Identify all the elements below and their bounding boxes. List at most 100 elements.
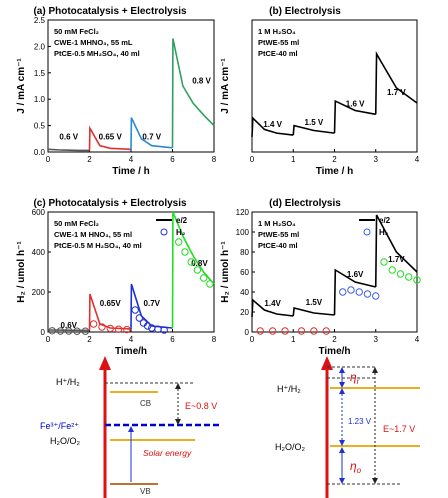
- series-line: [171, 38, 215, 148]
- y-tick-label: 0.0: [34, 148, 46, 157]
- condition-text: PtCE-0.5 M H₂SO₄, 40 ml: [54, 241, 142, 250]
- x-tick-label: 4: [129, 155, 134, 164]
- h2-point: [73, 327, 81, 335]
- condition-text: 50 mM FeCl₂: [54, 27, 99, 36]
- h2-point: [405, 273, 413, 281]
- series-line: [292, 124, 335, 136]
- h2-point: [193, 266, 202, 274]
- o-level-label-right: H₂O/O₂: [275, 442, 305, 452]
- h2-point: [388, 266, 396, 274]
- fe-level-label: Fe³⁺/Fe²⁺: [40, 421, 79, 431]
- h2-point: [363, 290, 372, 298]
- x-tick-label: 0: [46, 335, 51, 344]
- series-label: 0.65 V: [99, 133, 123, 142]
- h2-point: [181, 248, 189, 256]
- chart-b: (b) Electrolysis 0 1 2 3 4 Time / h J / mA cm⁻¹…: [220, 6, 420, 177]
- x-tick-label: 1: [291, 155, 296, 164]
- series-line: [374, 214, 418, 288]
- h2-point: [160, 326, 168, 334]
- h2-point: [380, 258, 388, 266]
- series-label: 1.5V: [306, 298, 323, 307]
- x-tick-label: 3: [374, 155, 379, 164]
- h-level-label-left: H⁺/H₂: [56, 377, 80, 387]
- y-tick-label: 0: [245, 328, 250, 337]
- y-axis-label: J / mA cm⁻¹: [16, 58, 27, 114]
- h2-point: [347, 286, 355, 294]
- h2-point: [256, 327, 264, 335]
- condition-text: PtCE-40 ml: [258, 241, 298, 250]
- energy-axis-arrowhead-right: [321, 356, 333, 370]
- series-line: [171, 211, 215, 329]
- energy-axis-arrowhead-left: [99, 356, 111, 370]
- energy-diagram-left: H⁺/H₂ CB Fe³⁺/Fe²⁺ H₂O/O₂ VB Solar energ…: [40, 356, 220, 498]
- eta-r-label: ηr: [350, 370, 360, 386]
- h2-point: [297, 327, 306, 335]
- series-label: 0.8V: [191, 259, 208, 268]
- x-tick-label: 2: [87, 335, 92, 344]
- y-tick-label: 40: [240, 288, 249, 297]
- condition-text: PtWE-55 ml: [258, 230, 299, 239]
- h2-point: [322, 327, 330, 335]
- series-line: [130, 117, 173, 150]
- x-tick-label: 2: [332, 335, 337, 344]
- series-line: [88, 125, 132, 151]
- h2-point: [339, 288, 347, 296]
- h2-point: [396, 270, 405, 278]
- energy-gap-label-right: E~1.7 V: [383, 424, 415, 434]
- series-label: 1.6V: [347, 270, 364, 279]
- y-tick-label: 2.0: [34, 42, 46, 51]
- y-tick-label: 80: [240, 248, 249, 257]
- vb-label: VB: [140, 487, 151, 496]
- series-label: 0.6V: [61, 321, 78, 330]
- series-line: [333, 268, 376, 316]
- x-axis-label: Time/h: [115, 346, 147, 357]
- x-tick-label: 2: [87, 155, 92, 164]
- h2-point: [98, 323, 106, 331]
- h2-point: [131, 306, 139, 314]
- h2-point: [143, 322, 152, 330]
- h2-point: [56, 327, 65, 335]
- h2-point: [206, 280, 214, 288]
- y-tick-label: 200: [32, 288, 46, 297]
- h2-point: [175, 238, 183, 246]
- series-label: 1.7V: [388, 255, 405, 264]
- h2-point: [81, 327, 90, 335]
- x-tick-label: 4: [129, 335, 134, 344]
- legend-marker: [160, 228, 168, 236]
- h2-point: [310, 327, 318, 335]
- condition-text: PtCE-0.5 MH₂SO₄, 40 ml: [54, 49, 140, 58]
- h2-point: [123, 325, 131, 334]
- y-axis-label: H₂ / umol h⁻¹: [220, 241, 231, 303]
- h2-point: [65, 327, 73, 335]
- x-axis-label: Time / h: [112, 166, 150, 177]
- series-line: [47, 148, 90, 152]
- h2-point: [135, 314, 144, 322]
- legend-label: e/2: [176, 216, 188, 225]
- series-line: [374, 51, 418, 115]
- chart-title: (b) Electrolysis: [269, 6, 341, 17]
- x-axis-label: Time/h: [318, 346, 350, 357]
- o-level-label-left: H₂O/O₂: [50, 436, 80, 446]
- h2-point: [268, 327, 277, 335]
- series-label: 0.6 V: [59, 133, 78, 142]
- series-label: 1.6 V: [346, 99, 365, 108]
- h2-point: [413, 276, 421, 284]
- h-level-label-right: H⁺/H₂: [277, 384, 301, 394]
- legend-marker: [363, 228, 371, 236]
- y-tick-label: 1.0: [34, 95, 46, 104]
- legend-label: H₂: [176, 228, 186, 237]
- x-tick-label: 4: [415, 155, 420, 164]
- h2-point: [48, 327, 56, 335]
- legend-label: H₂: [379, 228, 389, 237]
- y-tick-label: 100: [236, 228, 250, 237]
- series-line: [251, 298, 294, 318]
- h2-point: [187, 258, 195, 266]
- x-axis-label: Time / h: [316, 166, 354, 177]
- series-line: [292, 306, 335, 317]
- y-tick-label: 60: [240, 268, 249, 277]
- energy-diagram-right: H⁺/H₂ H₂O/O₂ ηr 1.23 V ηo E~1.7 V: [275, 356, 420, 498]
- series-label: 1.4 V: [263, 120, 282, 129]
- x-tick-label: 6: [170, 335, 175, 344]
- y-tick-label: 20: [240, 308, 249, 317]
